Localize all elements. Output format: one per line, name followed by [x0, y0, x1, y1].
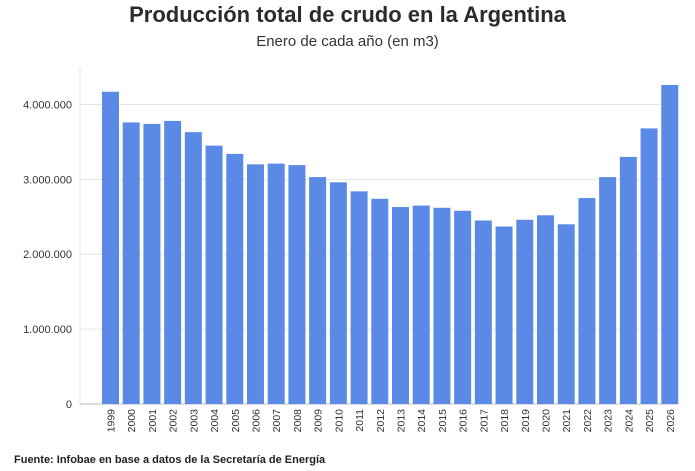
x-axis-ticks: 1999 2000 2001 2002 2003 2004 2005 2006 2007 2008…: [105, 409, 676, 433]
bar-2023: [599, 177, 617, 404]
bar-2020: [537, 215, 554, 404]
bars: [102, 84, 679, 405]
bar-2003: [184, 132, 202, 404]
x-tick-label: 2003: [188, 409, 200, 433]
bar-2012: [371, 198, 389, 404]
bar-2009: [309, 177, 327, 404]
bar-2018: [495, 226, 513, 404]
x-tick-label: 2022: [582, 409, 594, 433]
x-tick-label: 2005: [230, 409, 242, 433]
x-tick-label: 2007: [271, 409, 283, 433]
chart-subtitle: Enero de cada año (en m3): [256, 33, 439, 50]
bar-2013: [392, 207, 409, 404]
x-tick-label: 2012: [375, 409, 387, 433]
y-axis-ticks: 0 1.000.000 2.000.000 3.000.000 4.000.000: [23, 99, 72, 411]
bar-2004: [205, 145, 223, 404]
x-tick-label: 2023: [603, 409, 615, 433]
x-tick-label: 2011: [354, 409, 366, 432]
bar-2019: [516, 219, 534, 404]
source-note: Fuente: Infobae en base a datos de la Se…: [14, 454, 326, 466]
bar-2001: [143, 123, 161, 405]
bar-chart: 0 1.000.000 2.000.000 3.000.000 4.000.000 19…: [23, 67, 679, 433]
x-tick-label: 2004: [209, 409, 221, 433]
x-tick-label: 2006: [250, 409, 262, 433]
y-tick-label: 0: [66, 399, 72, 411]
x-tick-label: 2019: [520, 409, 532, 433]
x-tick-label: 2020: [540, 409, 552, 433]
chart-title: Producción total de crudo en la Argentin…: [129, 2, 566, 27]
bar-2024: [619, 156, 637, 404]
x-tick-label: 2017: [478, 409, 490, 433]
bar-2006: [247, 164, 264, 404]
y-tick-label: 2.000.000: [23, 249, 72, 261]
bar-1999: [102, 91, 119, 405]
y-tick-label: 3.000.000: [23, 174, 72, 186]
x-tick-label: 2008: [292, 409, 304, 433]
x-tick-label: 2016: [458, 409, 470, 433]
x-tick-label: 2026: [665, 409, 677, 433]
bar-2026: [661, 84, 679, 404]
x-tick-label: 2002: [168, 409, 180, 433]
bar-2015: [433, 207, 451, 404]
x-tick-label: 2013: [395, 409, 407, 433]
x-tick-label: 2025: [644, 409, 656, 433]
x-tick-label: 2009: [313, 409, 325, 433]
x-tick-label: 2024: [623, 409, 635, 433]
x-tick-label: 2018: [499, 409, 511, 433]
x-tick-label: 2015: [437, 409, 449, 433]
x-tick-label: 2014: [416, 409, 428, 433]
bar-2022: [578, 198, 596, 404]
y-tick-label: 4.000.000: [23, 99, 72, 111]
bar-2002: [164, 120, 182, 405]
x-tick-label: 1999: [105, 409, 117, 433]
bar-2017: [474, 220, 492, 404]
bar-2005: [226, 153, 244, 404]
bar-2007: [267, 163, 285, 404]
x-tick-label: 2000: [126, 409, 138, 433]
x-tick-label: 2010: [333, 409, 345, 433]
bar-2008: [288, 165, 306, 404]
x-tick-label: 2021: [561, 409, 573, 433]
bar-2016: [454, 210, 472, 404]
bar-2010: [329, 182, 347, 404]
bar-2011: [350, 191, 368, 404]
bar-2025: [640, 128, 658, 404]
bar-2000: [122, 122, 140, 405]
bar-2014: [412, 205, 430, 404]
bar-2021: [557, 224, 575, 404]
y-tick-label: 1.000.000: [23, 324, 72, 336]
x-tick-label: 2001: [147, 409, 159, 433]
